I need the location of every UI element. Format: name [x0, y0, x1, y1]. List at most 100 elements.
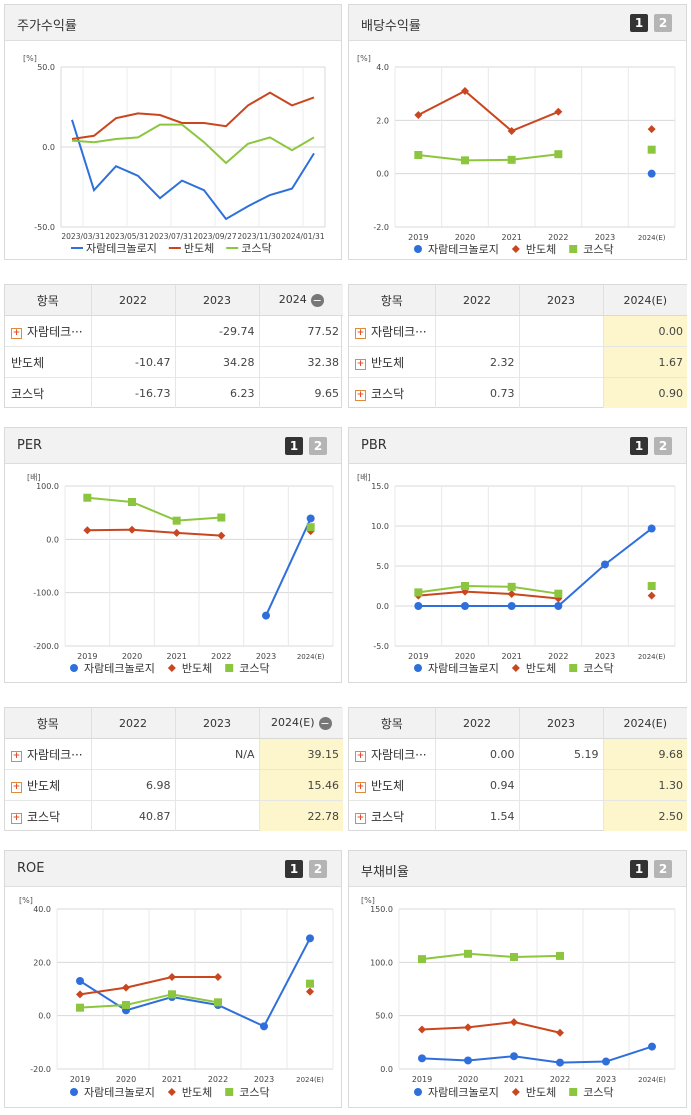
row-label[interactable]: + 코스닥 — [349, 800, 436, 831]
row-label[interactable]: + 코스닥 — [349, 377, 436, 408]
x-tick-label: 2023 — [596, 1075, 616, 1084]
row-label[interactable]: + 반도체 — [349, 346, 436, 378]
expand-icon[interactable]: + — [11, 781, 22, 793]
table-cell: 15.46 — [259, 769, 343, 801]
row-label[interactable]: + 자람테크··· — [5, 738, 92, 770]
series-line-semiconductor — [71, 91, 315, 140]
y-tick-label: 0.0 — [376, 602, 389, 611]
legend-marker-company — [414, 245, 422, 253]
y-tick-label: 40.0 — [33, 905, 51, 914]
unit-label: [%] — [23, 54, 37, 63]
table-row: + 코스닥 40.87 22.78 — [5, 800, 343, 831]
x-tick-label: 2023/05/31 — [105, 232, 148, 241]
data-point-semiconductor — [306, 987, 314, 996]
row-label[interactable]: + 자람테크··· — [349, 315, 436, 347]
data-point-company — [306, 934, 314, 943]
page-2-button[interactable]: 2 — [654, 860, 672, 878]
page-1-button[interactable]: 1 — [630, 14, 648, 32]
data-point-semiconductor — [414, 111, 423, 119]
table-cell — [435, 315, 520, 347]
table-cell: 1.67 — [603, 346, 687, 378]
expand-icon[interactable]: + — [11, 750, 22, 762]
y-tick-label: 2.0 — [376, 116, 389, 125]
y-tick-label: 100.0 — [36, 482, 59, 491]
data-point-kosdaq — [464, 949, 472, 958]
data-point-company — [556, 1058, 564, 1067]
panel-title: 배당수익률 — [361, 19, 421, 34]
data-point-kosdaq — [556, 951, 564, 960]
y-tick-label: 5.0 — [376, 562, 389, 571]
panel-title: ROE — [17, 861, 45, 876]
row-label[interactable]: + 반도체 — [349, 769, 436, 801]
data-point-company — [260, 1022, 268, 1031]
legend: 자람테크놀로지 반도체 코스닥 — [70, 662, 270, 675]
per-table: 항목 2022 2023 2024(E) − + 자람테크··· N/A 39.15 + 반도체 6.… — [4, 707, 343, 831]
table-cell — [519, 315, 604, 347]
page-2-button[interactable]: 2 — [654, 437, 672, 455]
data-point-kosdaq — [217, 513, 226, 522]
data-point-semiconductor — [647, 591, 656, 600]
series-line-kosdaq — [418, 584, 559, 595]
expand-icon[interactable]: + — [355, 781, 366, 793]
data-point-semiconductor — [461, 87, 469, 95]
table-cell — [519, 769, 604, 801]
unit-label: [%] — [357, 54, 371, 63]
x-tick-label: 2021 — [504, 1075, 524, 1084]
row-label[interactable]: + 반도체 — [5, 769, 92, 801]
expand-icon[interactable]: + — [355, 389, 366, 401]
x-tick-label: 2021 — [501, 233, 521, 242]
table-row: + 자람테크··· 0.00 5.19 9.68 — [349, 738, 687, 770]
legend-marker-semiconductor — [511, 1088, 520, 1096]
legend-label: 코스닥 — [583, 243, 613, 256]
data-point-kosdaq — [414, 151, 423, 159]
row-label[interactable]: + 자람테크··· — [349, 738, 436, 770]
legend-marker-semiconductor — [167, 664, 176, 672]
expand-icon[interactable]: + — [355, 812, 366, 824]
y-tick-label: 50.0 — [375, 1012, 393, 1021]
data-point-kosdaq — [507, 155, 516, 164]
row-label[interactable]: + 코스닥 — [5, 800, 92, 831]
expand-icon[interactable]: + — [355, 358, 366, 370]
x-tick-label: 2019 — [77, 652, 97, 661]
legend: 자람테크놀로지 반도체 코스닥 — [414, 662, 614, 675]
dividend-yield-chart: [%] 4.0 2.0 0.0 -2.0 2019 2020 2021 2022 2023 2024… — [357, 54, 676, 256]
expand-icon[interactable]: + — [355, 327, 366, 339]
data-point-kosdaq — [414, 588, 423, 597]
x-tick-label: 2024(E) — [297, 653, 325, 661]
y-tick-label: 20.0 — [33, 958, 51, 967]
expand-icon[interactable]: + — [11, 327, 22, 339]
legend-label: 자람테크놀로지 — [84, 662, 155, 675]
page-1-button[interactable]: 1 — [630, 860, 648, 878]
page-2-button[interactable]: 2 — [654, 14, 672, 32]
series-line-semiconductor — [417, 89, 559, 133]
page-1-button[interactable]: 1 — [285, 437, 303, 455]
x-tick-label: 2019 — [408, 652, 428, 661]
series-line-kosdaq — [418, 153, 559, 162]
page-2-button[interactable]: 2 — [309, 437, 327, 455]
y-tick-label: -50.0 — [34, 223, 55, 232]
row-label[interactable]: + 자람테크··· — [5, 315, 92, 347]
debt-ratio-chart: [%]150.0 100.0 50.0 0.0 2019 2020 2021 2022 2023… — [361, 896, 676, 1099]
table-cell: 1.30 — [603, 769, 687, 801]
page-2-button[interactable]: 2 — [309, 860, 327, 878]
page-1-button[interactable]: 1 — [630, 437, 648, 455]
column-header-year: 2022 — [435, 285, 520, 316]
expand-icon[interactable]: + — [355, 750, 366, 762]
data-point-kosdaq — [214, 998, 222, 1007]
data-point-company — [461, 602, 469, 610]
column-header-item: 항목 — [5, 708, 92, 739]
column-header-item: 항목 — [349, 708, 436, 739]
legend: 자람테크놀로지 반도체 코스닥 — [70, 1086, 270, 1099]
data-point-kosdaq — [306, 523, 315, 532]
y-tick-label: 100.0 — [370, 958, 393, 967]
column-header-year: 2022 — [435, 708, 520, 739]
per-panel: PER 1 2 [배] 100.0 0.0 -100.0 -200.0 2019 2020 2… — [4, 427, 342, 683]
unit-label: [배] — [27, 473, 41, 482]
y-tick-label: 150.0 — [370, 905, 393, 914]
legend-marker-kosdaq — [569, 1088, 578, 1096]
legend-marker-semiconductor — [511, 664, 520, 672]
page-1-button[interactable]: 1 — [285, 860, 303, 878]
expand-icon[interactable]: + — [11, 812, 22, 824]
collapse-icon[interactable]: − — [318, 717, 332, 730]
collapse-icon[interactable]: − — [310, 294, 324, 307]
